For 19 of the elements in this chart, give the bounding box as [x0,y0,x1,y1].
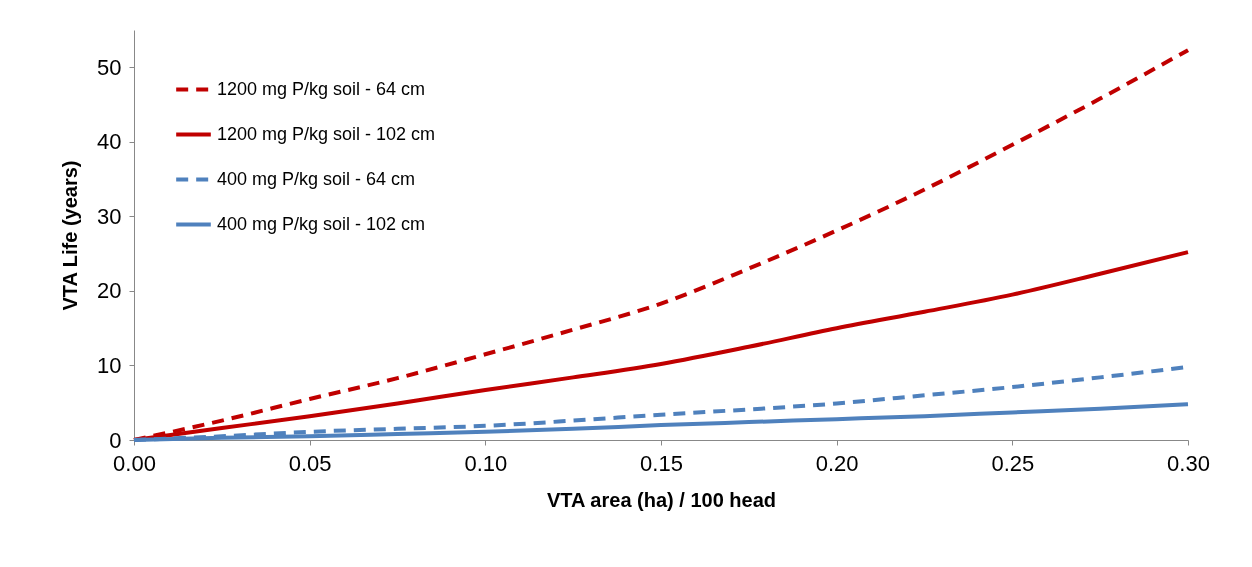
x-tick-label: 0.05 [288,450,332,476]
y-tick-label: 30 [97,203,122,229]
x-tick-label: 0.30 [1167,450,1210,476]
x-tick-label: 0.20 [815,450,859,476]
y-tick-label: 0 [109,427,122,453]
y-tick-label: 20 [97,278,122,304]
y-axis-title: VTA Life (years) [59,160,82,311]
x-axis-title: VTA area (ha) / 100 head [547,488,776,511]
y-tick-label: 40 [97,129,122,155]
x-tick-label: 0.25 [991,450,1035,476]
y-tick-label: 50 [97,54,122,80]
legend-label: 1200 mg P/kg soil - 64 cm [217,78,426,99]
x-tick-label: 0.00 [113,450,156,476]
legend-label: 400 mg P/kg soil - 64 cm [217,168,416,189]
legend-label: 400 mg P/kg soil - 102 cm [217,213,426,234]
legend-label: 1200 mg P/kg soil - 102 cm [217,123,436,144]
y-tick-label: 10 [97,352,122,378]
x-tick-label: 0.10 [464,450,508,476]
x-tick-label: 0.15 [640,450,683,476]
